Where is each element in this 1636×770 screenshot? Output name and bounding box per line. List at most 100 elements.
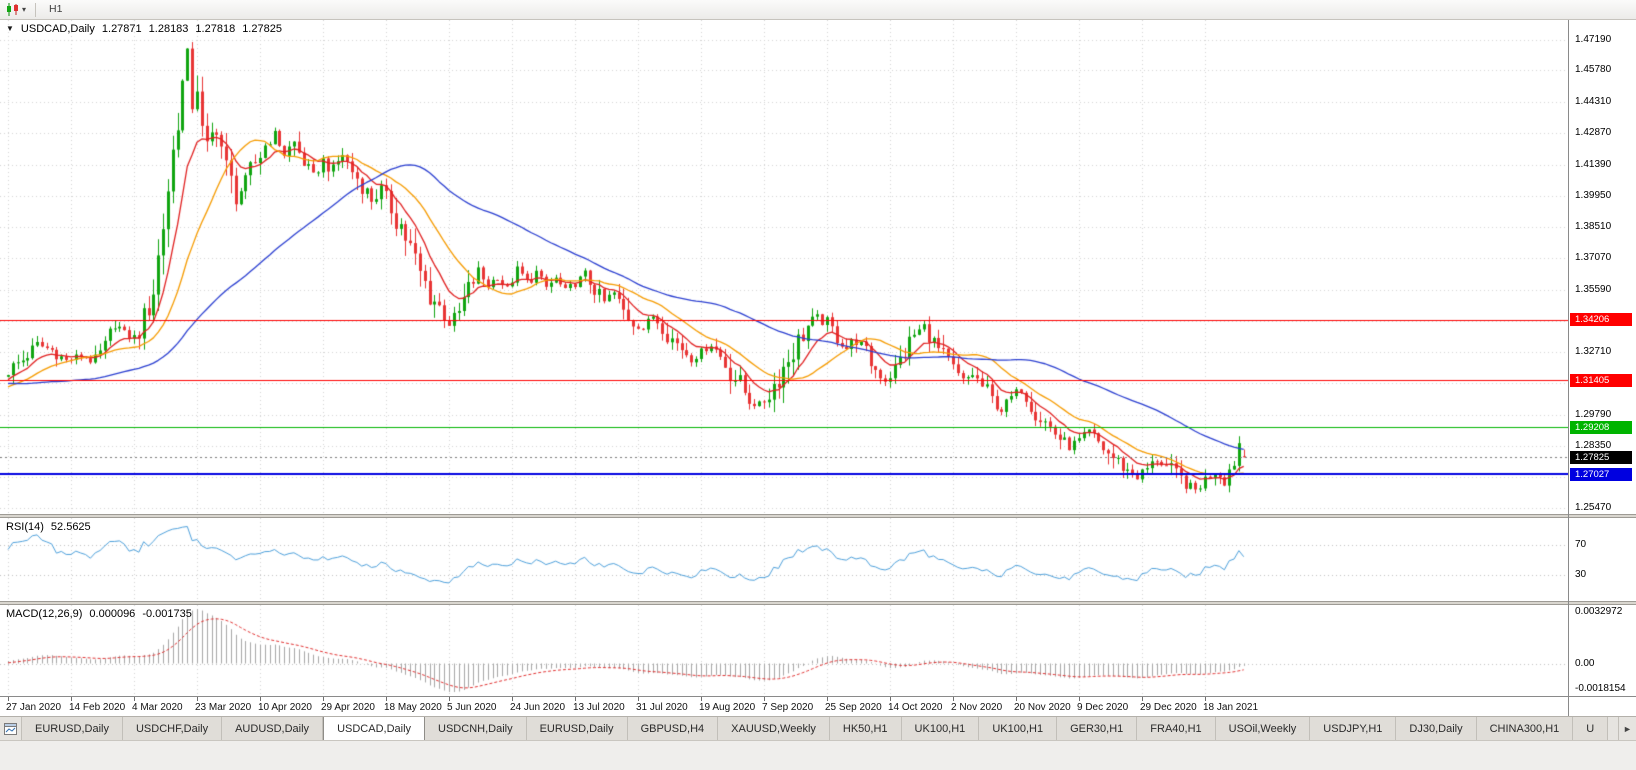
chart-tab-usoil-weekly[interactable]: USOil,Weekly [1215, 717, 1311, 740]
date-tick-mark [1205, 697, 1206, 701]
chart-tab-usdchf-daily[interactable]: USDCHF,Daily [122, 717, 223, 740]
date-tick-label: 2 Nov 2020 [951, 702, 1003, 713]
status-bar [0, 740, 1636, 770]
date-tick-mark [890, 697, 891, 701]
chart-tab-eurusd-daily[interactable]: EURUSD,Daily [22, 717, 123, 740]
macd-scale[interactable]: 0.0032972 0.00 -0.0018154 [1569, 605, 1636, 696]
chart-tab-china300-h1[interactable]: CHINA300,H1 [1476, 717, 1574, 740]
date-axis[interactable]: 27 Jan 2020 14 Feb 2020 4 Mar 2020 23 Mar 2… [0, 696, 1636, 716]
price-tick-label: 1.45780 [1575, 64, 1612, 76]
macd-zero-label: 0.00 [1575, 657, 1595, 669]
chart-tab-fra40-h1[interactable]: FRA40,H1 [1137, 717, 1216, 740]
date-tick-label: 31 Jul 2020 [636, 702, 688, 713]
macd-chart-canvas[interactable] [0, 605, 1568, 696]
price-scale[interactable]: 1.47190 1.45780 1.44310 1.42870 1.41390 1.399… [1569, 20, 1636, 514]
pane-resize-separator[interactable] [0, 514, 1636, 518]
rsi-label: RSI(14) 52.5625 [6, 521, 91, 533]
price-tick-label: 1.29790 [1575, 408, 1612, 420]
date-tick-label: 23 Mar 2020 [195, 702, 252, 713]
price-tick-label: 1.44310 [1575, 96, 1612, 108]
resistance-line-upper-badge: 1.34206 [1570, 313, 1632, 327]
chart-tabs-bar: EURUSD,Daily USDCHF,Daily AUDUSD,Daily USDC… [0, 716, 1636, 740]
chart-tab-ger30-h1[interactable]: GER30,H1 [1057, 717, 1138, 740]
date-tick-label: 19 Aug 2020 [699, 702, 756, 713]
price-tick-label: 1.41390 [1575, 158, 1612, 170]
chart-symbol-period: USDCAD,Daily [20, 23, 95, 35]
date-tick-mark [134, 697, 135, 701]
date-tick-label: 9 Dec 2020 [1077, 702, 1129, 713]
macd-pane: MACD(12,26,9) 0.000096 -0.001735 0.00329… [0, 605, 1636, 696]
chart-open-value: 1.27871 [101, 23, 142, 35]
date-tick-mark [260, 697, 261, 701]
date-tick-mark [575, 697, 576, 701]
price-chart-canvas[interactable] [0, 20, 1568, 514]
chart-tab-gbpusd-h4[interactable]: GBPUSD,H4 [627, 717, 719, 740]
rsi-chart-canvas[interactable] [0, 518, 1568, 601]
date-tick-mark [512, 697, 513, 701]
rsi-level-label: 30 [1575, 568, 1587, 580]
macd-min-label: -0.0018154 [1575, 683, 1626, 694]
timeframes-toolbar: ▾ M1M5M15M30H1H4D1W1MN [0, 0, 1636, 80]
chart-high-value: 1.28183 [148, 23, 189, 35]
date-tick-mark [197, 697, 198, 701]
tabs-scroll-right-icon[interactable]: ► [1618, 717, 1636, 740]
macd-signal-value: -0.001735 [142, 608, 192, 620]
chart-tab-usdcnh-daily[interactable]: USDCNH,Daily [425, 717, 527, 740]
date-tick-label: 18 Jan 2021 [1203, 702, 1259, 713]
price-tick-label: 1.47190 [1575, 34, 1612, 45]
rsi-indicator-value: 52.5625 [50, 521, 91, 533]
price-tick-label: 1.38510 [1575, 221, 1612, 233]
price-pane: ▼ USDCAD,Daily 1.27871 1.28183 1.27818 1… [0, 20, 1636, 514]
price-tick-label: 1.35590 [1575, 283, 1612, 295]
date-tick-mark [449, 697, 450, 701]
chart-tab-u[interactable]: U [1573, 717, 1609, 740]
date-tick-label: 24 Jun 2020 [510, 702, 566, 713]
chart-tab-xauusd-weekly[interactable]: XAUUSD,Weekly [718, 717, 830, 740]
rsi-indicator-name: RSI(14) [6, 521, 44, 533]
chart-tab-dj30-daily[interactable]: DJ30,Daily [1396, 717, 1477, 740]
date-tick-mark [1079, 697, 1080, 701]
date-tick-mark [827, 697, 828, 701]
resistance-line-lower-badge: 1.31405 [1570, 373, 1632, 387]
date-tick-mark [71, 697, 72, 701]
chart-tab-eurusd-daily[interactable]: EURUSD,Daily [526, 717, 628, 740]
chart-tab-usdjpy-h1[interactable]: USDJPY,H1 [1310, 717, 1397, 740]
date-tick-label: 13 Jul 2020 [573, 702, 625, 713]
rsi-scale[interactable]: 70 30 [1569, 518, 1636, 601]
date-tick-label: 14 Feb 2020 [69, 702, 126, 713]
toolbar-separator [35, 2, 37, 17]
date-tick-label: 25 Sep 2020 [825, 702, 882, 713]
price-tick-label: 1.28350 [1575, 439, 1612, 451]
pane-resize-separator[interactable] [0, 601, 1636, 605]
chart-tab-uk100-h1[interactable]: UK100,H1 [901, 717, 980, 740]
date-tick-mark [638, 697, 639, 701]
price-tick-label: 1.37070 [1575, 252, 1612, 264]
chart-tab-uk100-h1[interactable]: UK100,H1 [979, 717, 1058, 740]
date-tick-mark [386, 697, 387, 701]
macd-label: MACD(12,26,9) 0.000096 -0.001735 [6, 608, 192, 620]
macd-max-label: 0.0032972 [1575, 606, 1623, 617]
date-tick-label: 10 Apr 2020 [258, 702, 312, 713]
date-tick-mark [701, 697, 702, 701]
chart-window: ▼ USDCAD,Daily 1.27871 1.28183 1.27818 1… [0, 20, 1636, 716]
candlestick-chart-icon[interactable] [5, 3, 21, 17]
chart-tabs-icon[interactable] [0, 717, 22, 740]
price-tick-label: 1.25470 [1575, 502, 1612, 513]
chart-tab-hk50-h1[interactable]: HK50,H1 [829, 717, 902, 740]
date-tick-mark [764, 697, 765, 701]
rsi-pane: RSI(14) 52.5625 70 30 [0, 518, 1636, 601]
chart-tabs-list: EURUSD,Daily USDCHF,Daily AUDUSD,Daily USDC… [22, 717, 1618, 740]
chart-close-value: 1.27825 [242, 23, 282, 35]
date-tick-label: 27 Jan 2020 [6, 702, 62, 713]
chart-title-marker-icon: ▼ [6, 24, 14, 33]
chart-tab-audusd-daily[interactable]: AUDUSD,Daily [222, 717, 324, 740]
rsi-level-label: 70 [1575, 538, 1587, 550]
chart-title: ▼ USDCAD,Daily 1.27871 1.28183 1.27818 1… [6, 23, 282, 35]
date-tick-label: 29 Apr 2020 [321, 702, 375, 713]
timeframe-button-h1[interactable]: H1 [49, 3, 63, 16]
chart-tab-usdcad-daily[interactable]: USDCAD,Daily [323, 717, 426, 740]
toolbar-dropdown-icon[interactable]: ▾ [22, 5, 27, 14]
support-line-blue-badge: 1.27027 [1570, 467, 1632, 481]
date-tick-label: 18 May 2020 [384, 702, 442, 713]
